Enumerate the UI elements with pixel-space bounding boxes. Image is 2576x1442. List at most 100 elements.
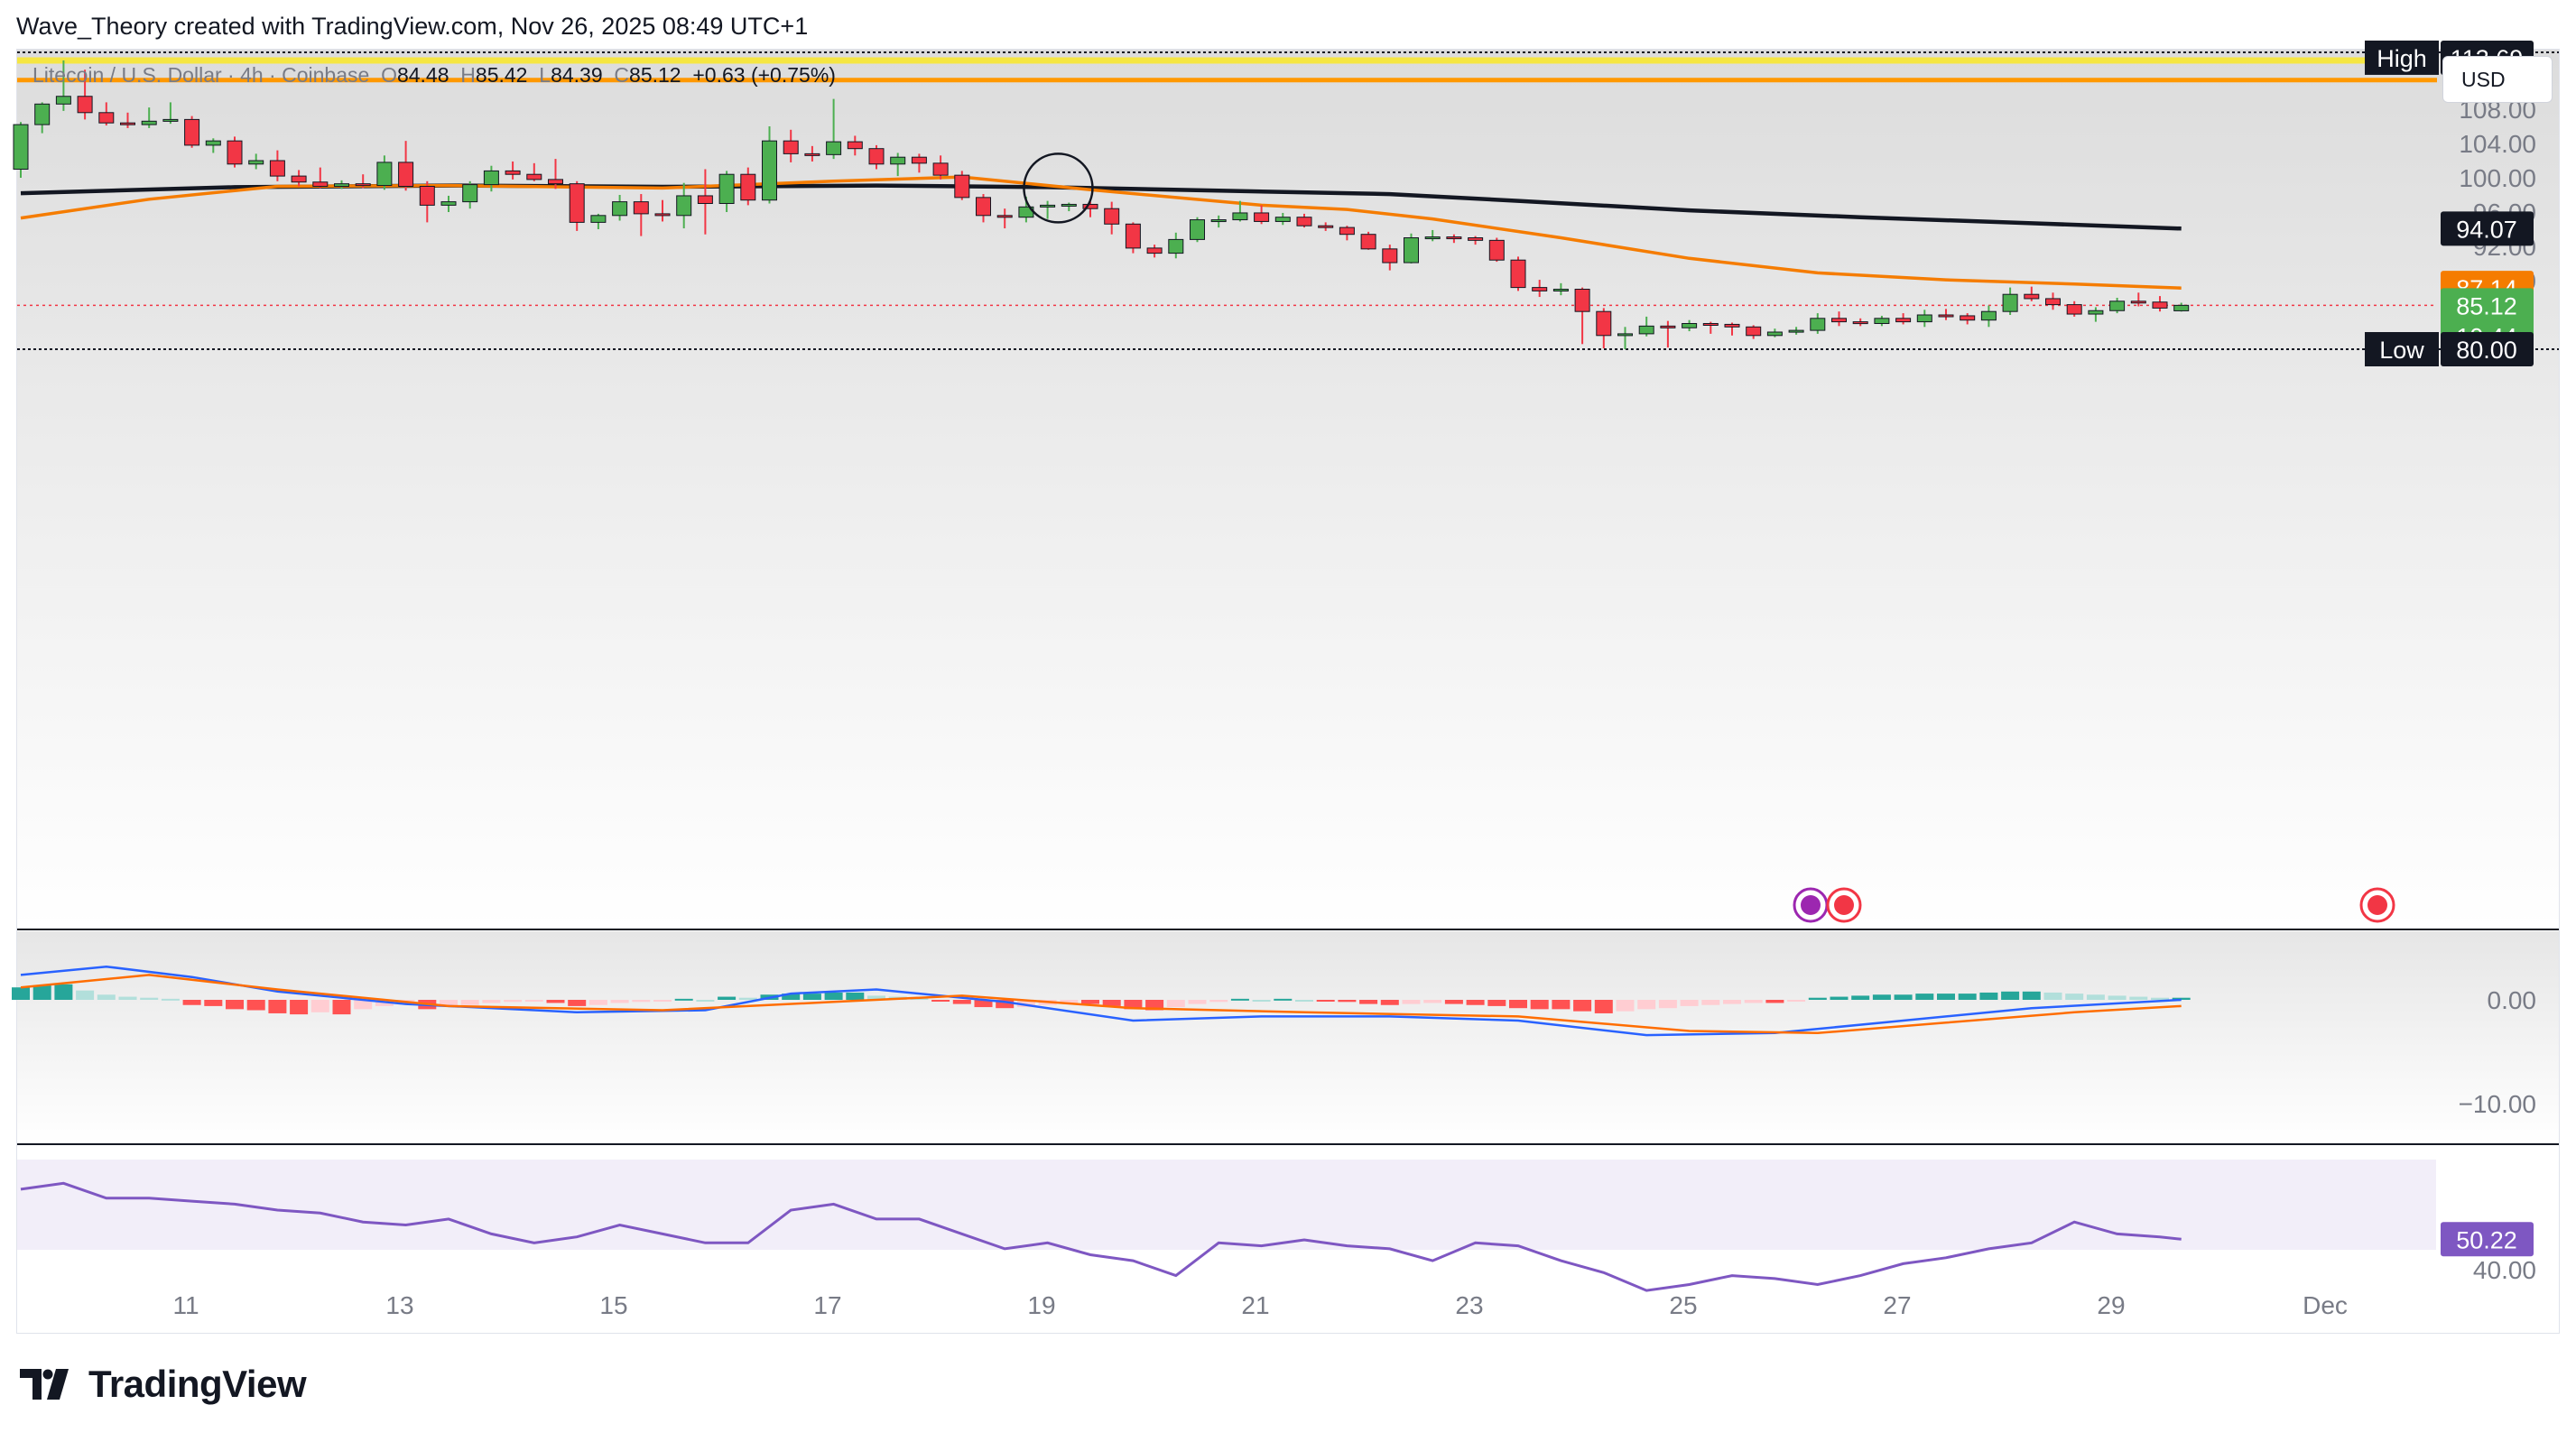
macd-histogram-bar <box>1380 1000 1399 1005</box>
macd-histogram-bar <box>738 997 757 1000</box>
rsi-line <box>20 1181 2182 1292</box>
time-axis-tick: 13 <box>385 1291 413 1319</box>
candle-up <box>205 140 221 146</box>
open-value: 84.48 <box>396 63 449 87</box>
price-tag-bg <box>2441 211 2534 246</box>
macd-histogram-bar <box>568 1000 587 1006</box>
macd-histogram-bar <box>182 1000 201 1005</box>
macd-histogram-bar <box>1081 1000 1099 1004</box>
candle-up <box>1210 219 1227 223</box>
time-axis-tick: 17 <box>813 1291 841 1319</box>
macd-histogram-bar <box>1509 1000 1527 1009</box>
macd-histogram-bar <box>32 984 51 1000</box>
macd-histogram-bar <box>1701 1000 1720 1005</box>
candle-down <box>2066 304 2082 315</box>
macd-axis-tick: −10.00 <box>2459 1090 2536 1118</box>
macd-histogram-bar <box>161 998 180 1001</box>
candle-down <box>1510 259 1526 289</box>
macd-histogram-bar <box>2151 997 2169 1000</box>
candle-down <box>1488 239 1505 261</box>
candle-down <box>1852 321 1868 325</box>
candle-up <box>1274 217 1291 222</box>
close-label: C <box>614 63 630 87</box>
candle-down <box>227 140 243 165</box>
macd-signal-line <box>20 974 2182 1035</box>
macd-histogram-bar <box>952 1000 971 1004</box>
candle-down <box>269 160 285 177</box>
time-axis-tick: 29 <box>2097 1291 2125 1319</box>
macd-histogram-bar <box>1166 1000 1185 1008</box>
macd-histogram-bar <box>931 1000 950 1002</box>
macd-histogram-bar <box>1402 1000 1421 1004</box>
macd-histogram-bar <box>504 1000 523 1003</box>
macd-histogram-bar <box>54 984 73 1000</box>
candle-down <box>1724 323 1740 328</box>
low-label: L <box>539 63 551 87</box>
rsi-value-tag: 50.22 <box>2456 1226 2517 1253</box>
candle-up <box>1788 329 1804 333</box>
price-pane-background <box>17 50 2559 929</box>
macd-histogram-bar <box>1744 1000 1763 1003</box>
candle-down <box>98 112 115 124</box>
time-axis-tick: 25 <box>1669 1291 1697 1319</box>
macd-histogram-bar <box>2065 994 2084 1000</box>
time-axis-tick: Dec <box>2303 1291 2348 1319</box>
candle-down <box>633 201 649 215</box>
candle-down <box>697 195 713 204</box>
macd-histogram-bar <box>204 1000 223 1006</box>
macd-histogram-bar <box>1915 994 1934 1000</box>
macd-histogram-bar <box>1723 1000 1741 1004</box>
candle-down <box>804 153 820 156</box>
symbol-title[interactable]: Litecoin / U.S. Dollar · 4h · Coinbase <box>32 63 370 87</box>
chart-frame <box>16 49 2560 1334</box>
candle-down <box>1660 325 1676 328</box>
candle-down <box>419 186 435 206</box>
macd-histogram-bar <box>782 994 801 1000</box>
macd-histogram-bar <box>1530 1000 1549 1010</box>
currency-button[interactable]: USD <box>2442 56 2553 103</box>
candle-up <box>890 156 906 165</box>
macd-histogram-bar <box>268 1000 287 1013</box>
candle-down <box>740 173 756 201</box>
candle-down <box>184 118 200 146</box>
tradingview-logo[interactable]: TradingView <box>20 1363 307 1406</box>
candle-down <box>1446 236 1462 240</box>
macd-histogram-bar <box>1637 1000 1656 1010</box>
candle-down <box>847 141 863 150</box>
macd-histogram-bar <box>310 1000 329 1012</box>
candle-up <box>1810 318 1826 331</box>
macd-histogram-bar <box>482 1000 501 1003</box>
candle-up <box>2173 304 2190 311</box>
candle-down <box>1960 315 1976 321</box>
candle-up <box>1766 331 1783 337</box>
macd-histogram-bar <box>1680 1000 1699 1006</box>
candle-up <box>13 124 29 171</box>
macd-histogram-bar <box>674 998 693 1001</box>
macd-histogram-bar <box>460 1000 479 1005</box>
macd-histogram-bar <box>1616 1000 1635 1012</box>
candle-down <box>1596 310 1612 337</box>
close-value: 85.12 <box>629 63 681 87</box>
candle-down <box>1254 212 1270 222</box>
macd-histogram-bar <box>2129 996 2148 1000</box>
price-tag-label-bg <box>2365 40 2439 75</box>
macd-histogram-bar <box>1594 1000 1613 1013</box>
candle-down <box>1895 318 1912 323</box>
candle-up <box>334 183 349 187</box>
macd-histogram-bar <box>2086 994 2105 1000</box>
macd-histogram-bar <box>2108 995 2127 1000</box>
macd-histogram-bar <box>1894 994 1913 1000</box>
macd-histogram-bar <box>1487 1000 1506 1006</box>
symbol-legend: Litecoin / U.S. Dollar · 4h · Coinbase O… <box>32 63 836 88</box>
candle-down <box>1746 326 1762 337</box>
candle-down <box>120 122 135 125</box>
time-axis-tick: 19 <box>1027 1291 1055 1319</box>
macd-histogram-bar <box>118 996 137 1000</box>
macd-histogram-bar <box>2043 992 2062 1000</box>
candle-up <box>141 120 157 125</box>
candle-down <box>1125 223 1141 249</box>
macd-histogram-bar <box>226 1000 244 1010</box>
candle-up <box>440 201 457 206</box>
candle-down <box>312 181 329 187</box>
